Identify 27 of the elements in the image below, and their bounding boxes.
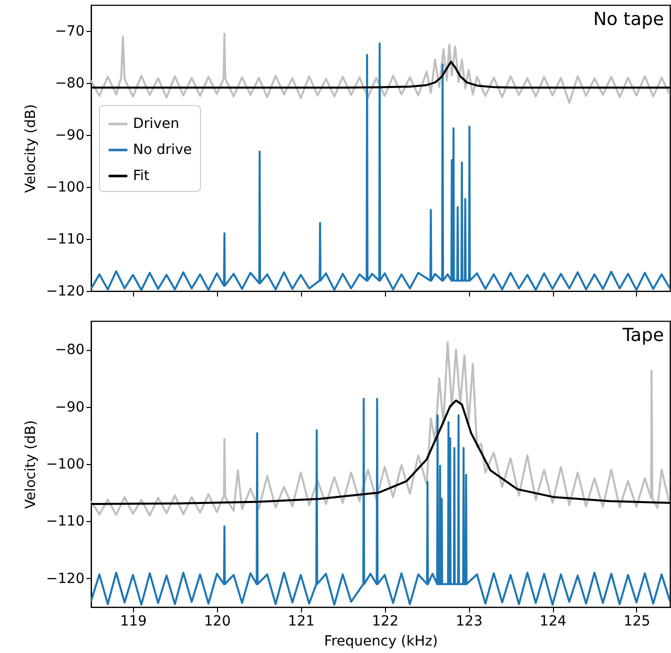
legend-label: Fit bbox=[133, 168, 150, 184]
x-tick-label: 123 bbox=[456, 614, 482, 630]
y-axis-title: Velocity (dB) bbox=[23, 104, 40, 193]
y-tick-label: −110 bbox=[46, 514, 84, 530]
y-tick-label: −80 bbox=[54, 76, 84, 92]
y-tick-label: −70 bbox=[54, 24, 84, 40]
y-tick-label: −90 bbox=[54, 399, 84, 416]
y-tick-label: −120 bbox=[46, 284, 84, 300]
annotation: Tape bbox=[621, 325, 664, 346]
line-series bbox=[91, 32, 670, 104]
y-tick-label: −100 bbox=[46, 456, 84, 472]
x-tick-label: 122 bbox=[372, 614, 399, 630]
x-tick-label: 119 bbox=[120, 614, 147, 630]
legend-label: Driven bbox=[133, 116, 180, 132]
x-tick-label: 121 bbox=[288, 614, 315, 630]
x-axis-title: Frequency (kHz) bbox=[324, 634, 438, 650]
y-tick-label: −110 bbox=[46, 232, 84, 248]
x-tick-label: 125 bbox=[624, 614, 650, 630]
annotation: No tape bbox=[593, 9, 664, 30]
x-tick-label: 124 bbox=[540, 614, 566, 630]
y-axis-title: Velocity (dB) bbox=[23, 420, 40, 509]
x-tick-label: 120 bbox=[204, 614, 231, 630]
legend-label: No drive bbox=[133, 142, 192, 158]
y-tick-label: −80 bbox=[54, 342, 84, 358]
y-tick-label: −100 bbox=[46, 180, 84, 196]
y-tick-label: −90 bbox=[54, 128, 84, 144]
y-tick-label: −120 bbox=[46, 570, 84, 587]
